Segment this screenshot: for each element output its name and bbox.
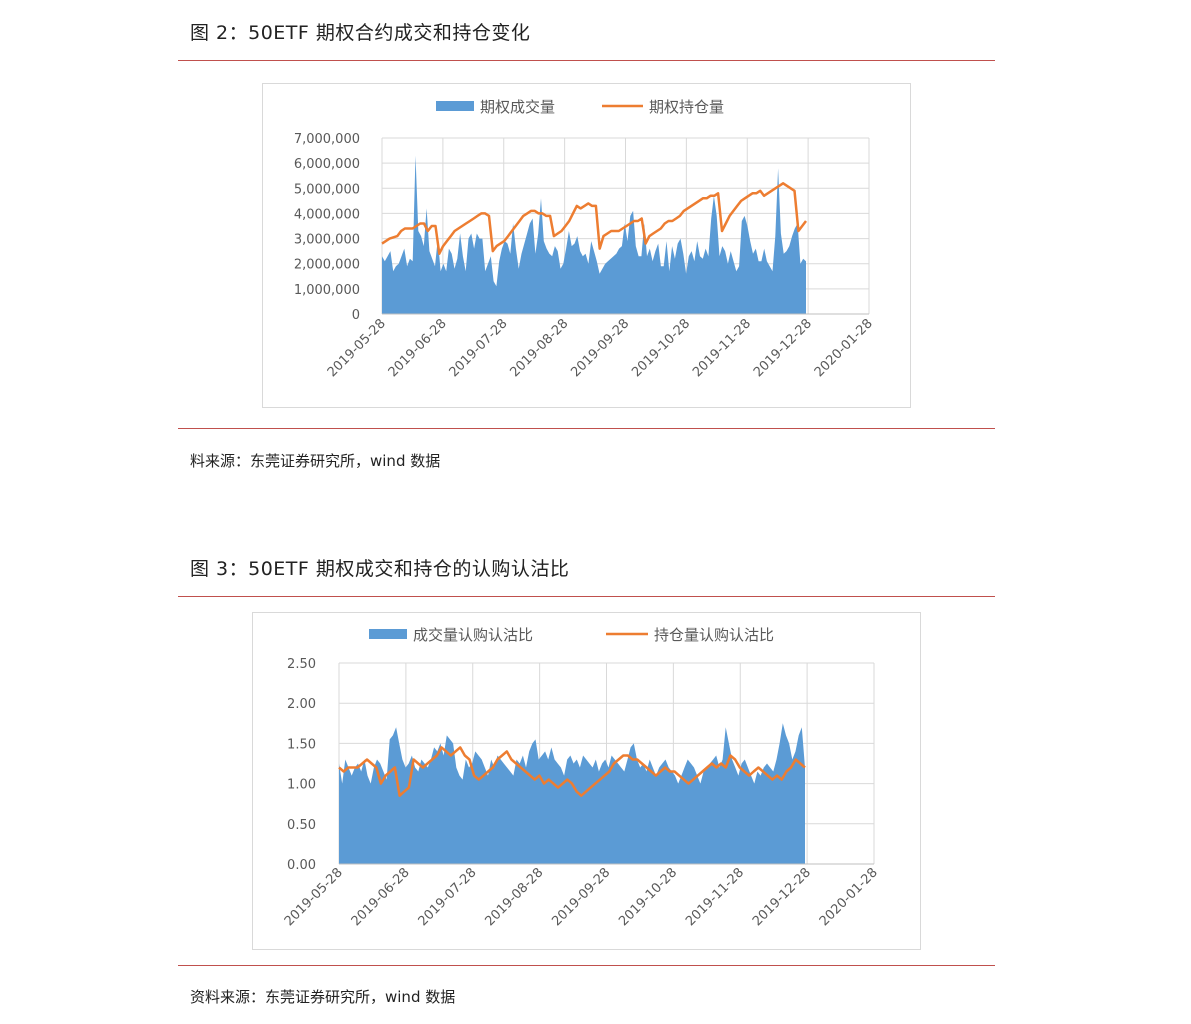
- figure2-top-rule: [178, 60, 995, 61]
- figure3-top-rule: [178, 596, 995, 597]
- figure2-y-tick-label: 4,000,000: [294, 207, 360, 222]
- figure2-chart-svg: 7,000,000 6,000,000 5,000,000 4,000,000 3,00…: [294, 98, 876, 380]
- figure2-title: 图 2：50ETF 期权合约成交和持仓变化: [190, 22, 531, 44]
- figure3-chart: 2.50 2.00 1.50 1.00 0.50 0.00 2019-05-28 2019-0…: [252, 612, 921, 950]
- figure2-series-area: [382, 155, 806, 314]
- figure2-source: 料来源：东莞证券研究所，wind 数据: [190, 452, 441, 470]
- figure2-legend-area-swatch: [436, 101, 474, 111]
- figure2-y-tick-label: 0: [352, 308, 360, 323]
- figure2-x-tick-label: 2019-05-28: [325, 316, 389, 380]
- figure3-series-line: [338, 746, 806, 797]
- figure2-chart: 7,000,000 6,000,000 5,000,000 4,000,000 3,00…: [262, 83, 911, 408]
- figure3-legend-area-swatch: [369, 629, 407, 639]
- figure3-x-tick-label: 2020-01-28: [817, 865, 881, 929]
- figure2-bottom-rule: [178, 428, 995, 429]
- figure3-bottom-rule: [178, 965, 995, 966]
- figure3-x-tick-label: 2019-11-28: [683, 865, 747, 929]
- figure2-legend-area-label: 期权成交量: [480, 98, 555, 116]
- figure3-y-tick-label: 2.00: [287, 697, 316, 712]
- figure2-x-tick-label: 2019-12-28: [751, 316, 815, 380]
- figure2-x-tick-label: 2019-10-28: [629, 316, 693, 380]
- figure2-y-tick-label: 7,000,000: [294, 132, 360, 147]
- figure3-y-tick-label: 2.50: [287, 657, 316, 672]
- figure3-x-tick-label: 2019-10-28: [616, 865, 680, 929]
- figure2-x-tick-label: 2019-06-28: [386, 316, 450, 380]
- figure2-y-tick-label: 2,000,000: [294, 258, 360, 273]
- figure3-x-tick-label: 2019-05-28: [282, 865, 346, 929]
- figure3-x-tick-label: 2019-09-28: [549, 865, 613, 929]
- figure2-y-tick-label: 5,000,000: [294, 182, 360, 197]
- figure3-legend-line-label: 持仓量认购认沽比: [654, 626, 774, 644]
- figure3-y-tick-label: 0.00: [287, 858, 316, 873]
- figure2-series-line: [381, 182, 807, 255]
- figure3-title: 图 3：50ETF 期权成交和持仓的认购认沽比: [190, 558, 570, 580]
- figure3-x-tick-label: 2019-07-28: [416, 865, 480, 929]
- figure3-x-tick-label: 2019-12-28: [750, 865, 814, 929]
- figure2-x-tick-label: 2020-01-28: [812, 316, 876, 380]
- figure2-x-tick-label: 2019-09-28: [568, 316, 632, 380]
- figure2-legend-line-label: 期权持仓量: [649, 98, 724, 116]
- figure3-source: 资料来源：东莞证券研究所，wind 数据: [190, 988, 456, 1006]
- figure2-x-tick-label: 2019-08-28: [507, 316, 571, 380]
- figure3-legend-area-label: 成交量认购认沽比: [413, 626, 533, 644]
- figure2-x-tick-label: 2019-11-28: [690, 316, 754, 380]
- figure2-x-tick-label: 2019-07-28: [447, 316, 511, 380]
- figure3-y-tick-label: 1.50: [287, 737, 316, 752]
- figure3-series-area: [339, 723, 805, 864]
- figure2-y-tick-label: 3,000,000: [294, 233, 360, 248]
- figure3-y-tick-label: 1.00: [287, 778, 316, 793]
- figure2-y-tick-label: 6,000,000: [294, 157, 360, 172]
- figure3-x-tick-label: 2019-08-28: [482, 865, 546, 929]
- figure2-y-tick-label: 1,000,000: [294, 283, 360, 298]
- figure3-y-tick-label: 0.50: [287, 818, 316, 833]
- figure3-x-tick-label: 2019-06-28: [349, 865, 413, 929]
